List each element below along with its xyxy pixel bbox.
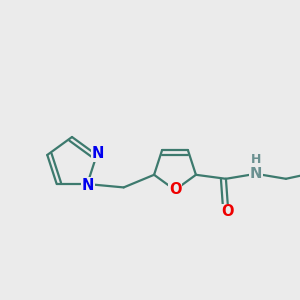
Text: N: N	[250, 166, 262, 181]
Text: N: N	[82, 178, 94, 193]
Text: O: O	[222, 204, 234, 219]
Text: O: O	[169, 182, 181, 197]
Text: N: N	[92, 146, 104, 161]
Text: H: H	[251, 153, 261, 166]
